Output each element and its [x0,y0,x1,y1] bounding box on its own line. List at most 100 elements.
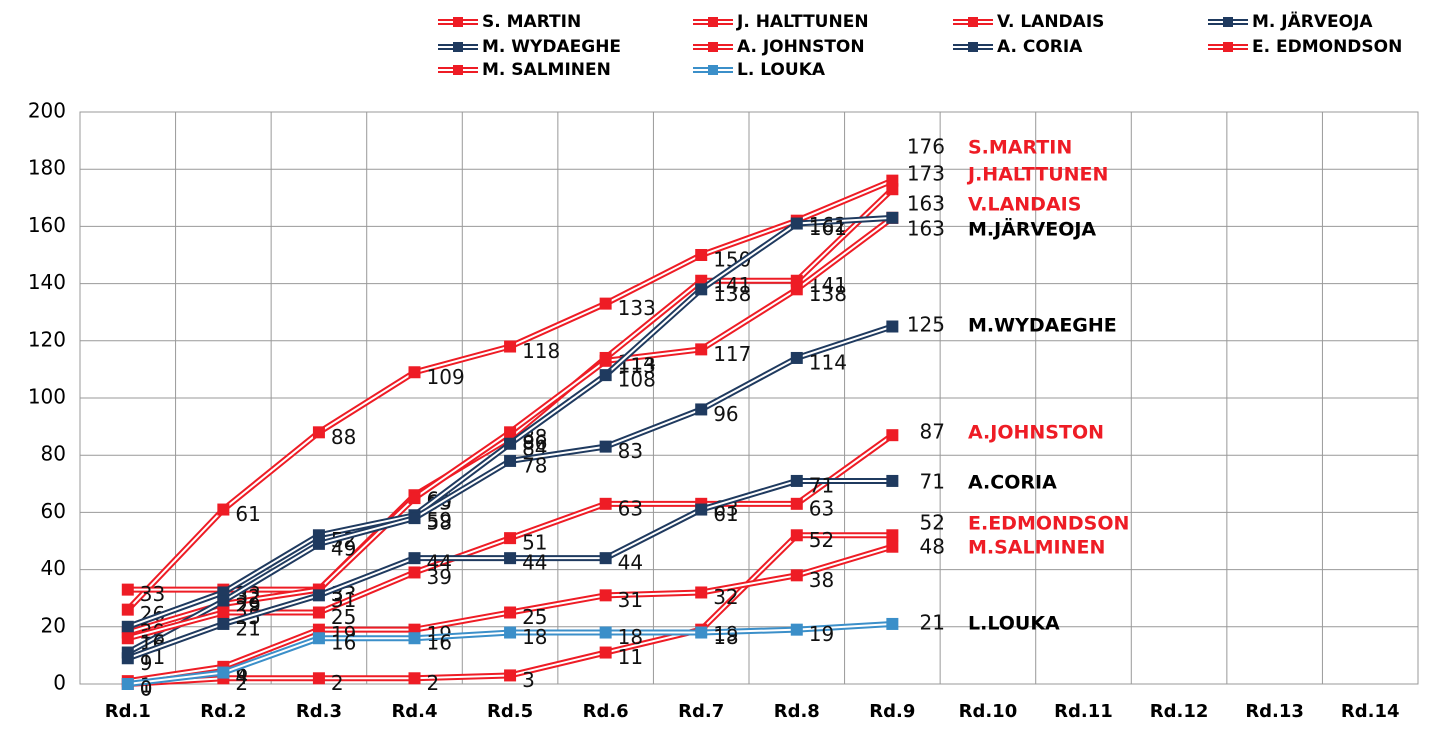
value-label: 32 [713,585,738,609]
value-label: 44 [427,551,452,575]
point [121,678,134,690]
x-tick-label: Rd.7 [678,701,724,722]
value-label: 49 [331,536,356,560]
point [121,652,134,665]
value-label: 44 [522,551,547,575]
value-label: 78 [522,453,547,477]
value-label: 0 [140,677,153,701]
legend-label: A. CORIA [997,37,1083,57]
x-tick-label: Rd.12 [1150,701,1209,722]
point [695,343,708,356]
point [886,617,899,630]
y-tick-label: 120 [28,327,66,351]
point [790,217,803,230]
value-label: 51 [522,531,547,555]
point [790,497,803,510]
x-tick-label: Rd.1 [105,701,151,722]
point [408,492,421,505]
y-tick-label: 80 [41,442,66,466]
point [695,586,708,599]
value-label: 19 [331,622,356,646]
point [408,366,421,379]
value-label: 114 [809,350,847,374]
value-label: 96 [713,402,738,426]
legend-marker [968,17,978,27]
end-name-label: L.LOUKA [968,613,1060,635]
end-name-label: E.EDMONDSON [968,513,1129,535]
end-value-label: 163 [907,217,945,241]
end-value-label: 125 [907,313,945,337]
point [886,183,899,196]
value-label: 31 [618,588,643,612]
point [217,606,230,619]
value-label: 4 [235,665,248,689]
legend-label: M. SALMINEN [482,60,611,80]
point [790,623,803,636]
point [790,529,803,542]
x-tick-label: Rd.8 [774,701,820,722]
value-label: 71 [809,473,834,497]
end-value-label: 87 [920,420,945,444]
point [504,454,517,467]
x-tick-label: Rd.3 [296,701,342,722]
value-label: 63 [618,496,643,520]
value-label: 63 [809,496,834,520]
point [599,589,612,602]
point [312,632,325,645]
end-value-label: 71 [920,470,945,494]
end-value-label: 163 [907,192,945,216]
end-value-label: 52 [920,511,945,535]
point [790,283,803,296]
value-label: 138 [809,282,847,306]
legend-label: L. LOUKA [737,60,826,80]
y-tick-label: 40 [41,556,66,580]
value-label: 38 [809,568,834,592]
end-value-label: 173 [907,162,945,186]
value-label: 39 [427,565,452,589]
value-label: 109 [427,365,465,389]
point [217,503,230,516]
end-value-label: 176 [907,135,945,159]
point [312,672,325,685]
point [504,426,517,439]
legend-label: J. HALTTUNEN [736,12,869,32]
legend-marker [453,42,463,52]
x-tick-label: Rd.4 [391,701,437,722]
point [886,429,899,442]
point [504,552,517,565]
point [121,620,134,633]
point [599,497,612,510]
plot-border [79,111,1419,685]
x-tick-label: Rd.5 [487,701,533,722]
value-label: 18 [618,625,643,649]
legend-label: S. MARTIN [482,12,581,32]
point [599,297,612,310]
value-label: 16 [331,631,356,655]
point [504,532,517,545]
value-label: 21 [235,616,260,640]
legend-label: M. JÄRVEOJA [1252,10,1373,32]
point [217,666,230,679]
series-line [127,187,895,593]
y-tick-label: 160 [28,213,66,237]
point [790,474,803,487]
point [695,503,708,516]
point [599,552,612,565]
point [504,606,517,619]
x-tick-label: Rd.11 [1054,701,1113,722]
value-label: 133 [618,296,656,320]
point [217,595,230,608]
point [504,340,517,353]
point [217,617,230,630]
value-label: 58 [427,511,452,535]
point [121,603,134,616]
value-label: 2 [331,671,344,695]
point [790,569,803,582]
value-label: 9 [140,651,153,675]
point [599,369,612,382]
legend-marker [453,65,463,75]
point [408,632,421,645]
point [504,669,517,682]
point [790,351,803,364]
point [408,552,421,565]
